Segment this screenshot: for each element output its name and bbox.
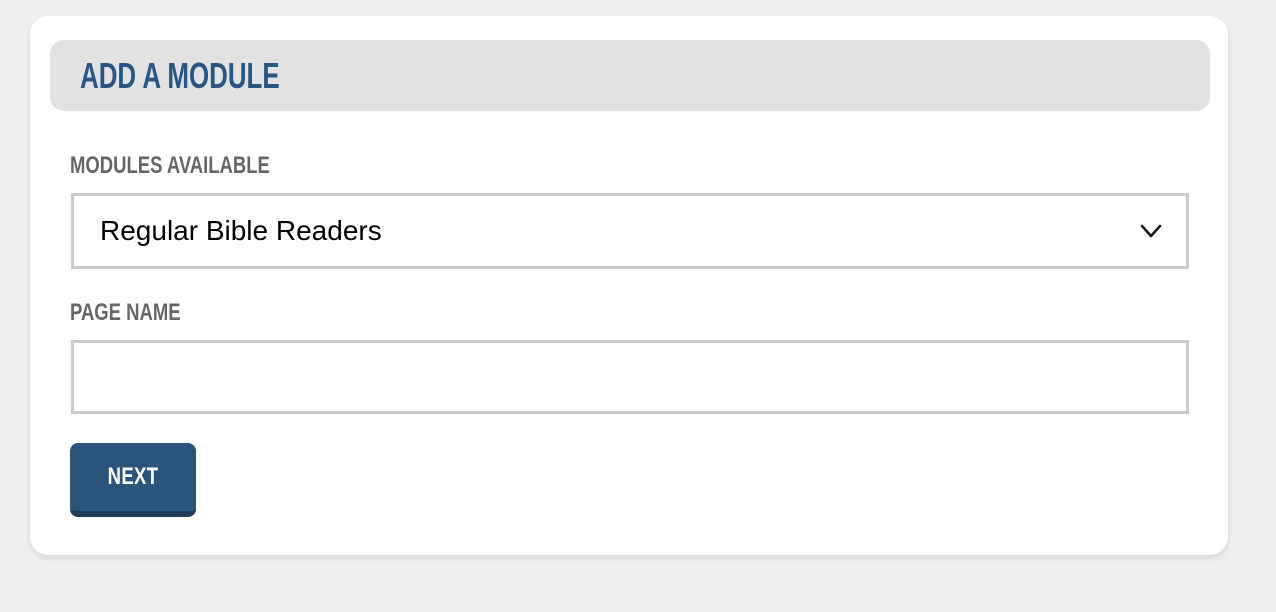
page-title: ADD A MODULE — [80, 54, 280, 96]
modules-available-select[interactable]: Regular Bible Readers — [71, 193, 1189, 269]
chevron-down-icon — [1138, 218, 1164, 244]
add-module-card: ADD A MODULE MODULES AVAILABLE Regular B… — [30, 16, 1228, 555]
next-button-label: NEXT — [107, 463, 159, 490]
next-button[interactable]: NEXT — [70, 443, 196, 517]
modules-available-label: MODULES AVAILABLE — [70, 152, 270, 179]
modules-select-value: Regular Bible Readers — [100, 215, 382, 246]
page-name-label: PAGE NAME — [70, 299, 181, 326]
card-header: ADD A MODULE — [50, 40, 1210, 111]
page-name-input[interactable] — [71, 340, 1189, 414]
